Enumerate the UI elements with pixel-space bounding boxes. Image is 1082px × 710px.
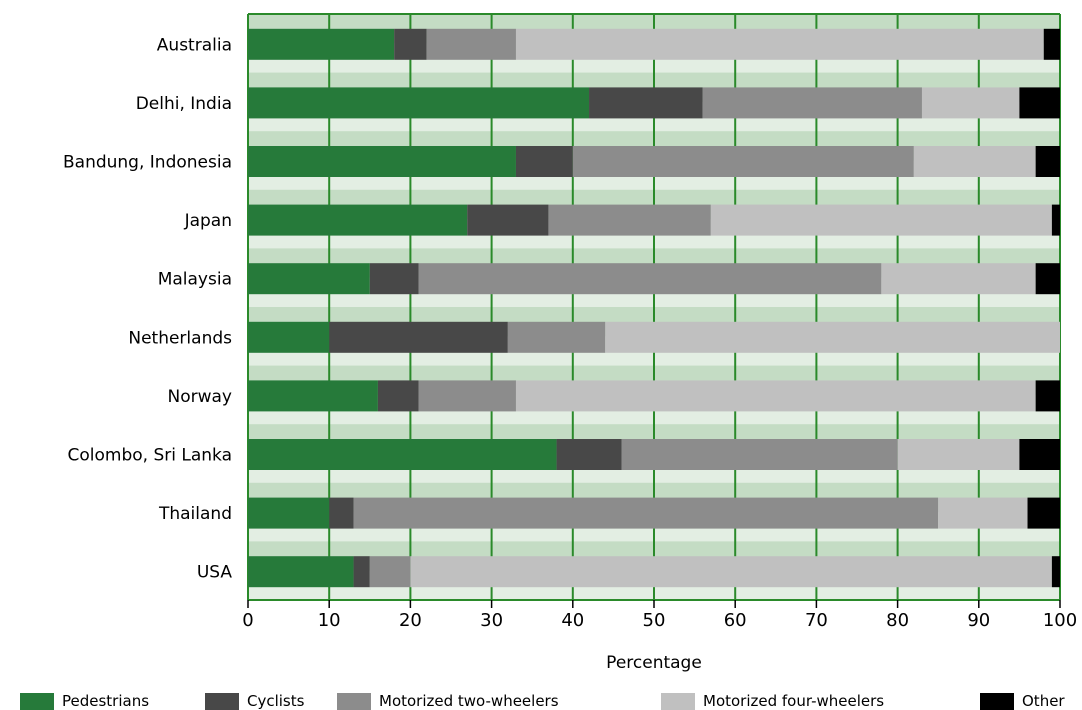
bar-segment [702,87,922,119]
bar-segment [1051,556,1060,588]
bar-segment [394,28,427,60]
legend-label: Other [1022,692,1065,710]
category-label: Japan [184,211,232,231]
x-tick-label: 90 [967,610,990,631]
bar-segment [515,28,1044,60]
bar-segment [1035,146,1060,177]
category-label: Delhi, India [136,94,232,114]
x-axis-title: Percentage [606,653,702,673]
bar-segment [410,556,1052,588]
x-tick-label: 80 [886,610,909,631]
bar-segment [369,556,411,588]
category-label: Thailand [158,504,232,524]
bar-segment [248,204,468,236]
legend-swatch [20,692,54,710]
bar-segment [1043,28,1060,60]
x-tick-label: 50 [643,610,666,631]
category-label: USA [197,563,233,583]
bar-segment [329,497,354,529]
legend-swatch [337,692,371,710]
legend-label: Motorized four-wheelers [703,692,885,710]
bar-segment [248,497,330,529]
legend-label: Cyclists [247,692,305,710]
bar-segment [329,321,508,353]
bar-segment [921,87,1020,119]
legend-item: Other [980,692,1065,710]
bar-segment [1019,87,1060,119]
bar-segment [248,556,354,588]
category-label: Australia [157,35,232,55]
category-labels: Australia Delhi, India Bandung, Indonesia J… [63,35,232,582]
x-tick-label: 40 [561,610,584,631]
bar-segment [353,556,370,588]
bar-segment [1035,263,1060,295]
bar-segment [418,380,516,412]
legend-label: Motorized two-wheelers [379,692,559,710]
bar-segment [1019,439,1060,470]
bar-segment [248,146,516,177]
x-tick-label: 0 [242,610,253,631]
bar-segment [369,263,419,295]
x-axis: 0 10 20 30 40 50 60 70 80 90 100 [242,600,1077,631]
bar-segment [515,380,1036,412]
legend-item: Cyclists [205,692,304,710]
bar-segment [913,146,1036,177]
bar-segment [621,439,898,470]
x-tick-label: 100 [1043,610,1077,631]
bar-segment [418,263,882,295]
bar-segment [1051,204,1060,236]
bar-segment [248,439,557,470]
x-tick-label: 20 [399,610,422,631]
category-label: Colombo, Sri Lanka [68,446,233,466]
x-tick-label: 10 [318,610,341,631]
category-label: Malaysia [158,270,232,290]
legend-swatch [661,692,695,710]
bar-segment [938,497,1028,529]
x-tick-label: 60 [724,610,747,631]
bar-segment [1035,380,1060,412]
legend-label: Pedestrians [62,692,150,710]
bar-segment [881,263,1036,295]
bar-segment [507,321,606,353]
bars [248,28,1060,588]
bar-segment [248,28,395,60]
bar-segment [248,321,330,353]
bar-segment [248,380,378,412]
bar-segment [556,439,622,470]
bar-segment [248,87,590,119]
bar-segment [426,28,516,60]
bar-segment [1027,497,1060,529]
bar-segment [572,146,914,177]
bar-segment [548,204,711,236]
bar-segment [589,87,703,119]
legend-swatch [205,692,239,710]
stacked-bar-chart: Australia Delhi, India Bandung, Indonesia J… [63,13,1077,673]
legend: Pedestrians Cyclists Motorized two-wheeler… [0,690,1082,710]
bar-segment [605,321,1060,353]
bar-segment [515,146,573,177]
category-label: Norway [168,387,233,407]
bar-segment [897,439,1020,470]
bar-segment [710,204,1052,236]
legend-swatch [980,692,1014,710]
legend-item: Motorized two-wheelers [337,692,559,710]
legend-item: Motorized four-wheelers [661,692,884,710]
legend-item: Pedestrians [20,692,149,710]
category-label: Bandung, Indonesia [63,153,232,173]
x-tick-label: 70 [805,610,828,631]
category-label: Netherlands [128,328,232,348]
bar-segment [248,263,370,295]
bar-segment [377,380,419,412]
x-tick-label: 30 [480,610,503,631]
bar-segment [353,497,939,529]
bar-segment [467,204,549,236]
